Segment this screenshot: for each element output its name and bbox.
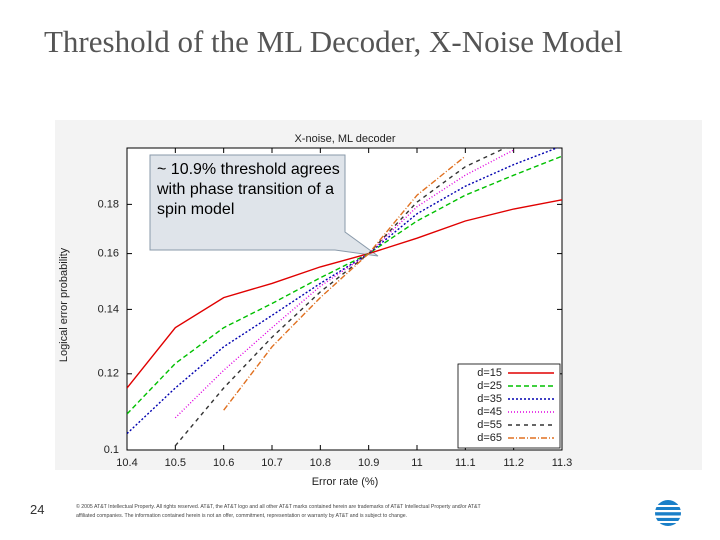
series-line: [174, 149, 515, 419]
y-tick-label: 0.16: [98, 248, 119, 260]
y-tick-label: 0.1: [104, 444, 119, 456]
y-tick-label: 0.18: [98, 198, 119, 210]
series-line: [223, 155, 466, 411]
series-line: [127, 155, 562, 415]
x-tick-label: 10.7: [261, 457, 282, 469]
x-tick-label: 10.6: [213, 457, 234, 469]
footer: © 2005 AT&T Intellectual Property. All r…: [76, 504, 481, 519]
x-tick-label: 11.1: [455, 457, 476, 469]
legend-label: d=55: [477, 419, 502, 431]
legend-label: d=45: [477, 406, 502, 418]
slide-title: Threshold of the ML Decoder, X-Noise Mod…: [44, 24, 623, 59]
callout-box: [149, 154, 379, 257]
legend-label: d=35: [477, 393, 502, 405]
x-tick-label: 11: [411, 457, 422, 469]
series-line: [174, 148, 507, 447]
x-tick-label: 10.4: [116, 457, 137, 469]
x-tick-label: 10.9: [358, 457, 379, 469]
annotation: ~ 10.9% threshold agrees with phase tran…: [157, 161, 340, 218]
x-tick-label: 10.8: [310, 457, 331, 469]
x-tick-label: 10.5: [165, 457, 186, 469]
legend-box: [457, 363, 561, 449]
legend-label: d=15: [477, 367, 502, 379]
x-axis-label: Error rate (%): [312, 476, 379, 488]
lines: [127, 148, 562, 447]
legend-label: d=65: [477, 432, 502, 444]
x-tick-label: 11.2: [503, 457, 524, 469]
series-line: [127, 199, 562, 389]
legend-label: d=25: [477, 380, 502, 392]
slide-number: 24: [30, 502, 45, 517]
att-logo: [655, 500, 681, 526]
y-axis-label: Logical error probability: [58, 247, 70, 362]
y-tick-label: 0.14: [98, 303, 119, 315]
y-tick-label: 0.12: [98, 368, 119, 380]
x-tick-label: 11.3: [552, 457, 573, 469]
chart-title: X-noise, ML decoder: [294, 133, 395, 145]
series-line: [127, 148, 559, 435]
